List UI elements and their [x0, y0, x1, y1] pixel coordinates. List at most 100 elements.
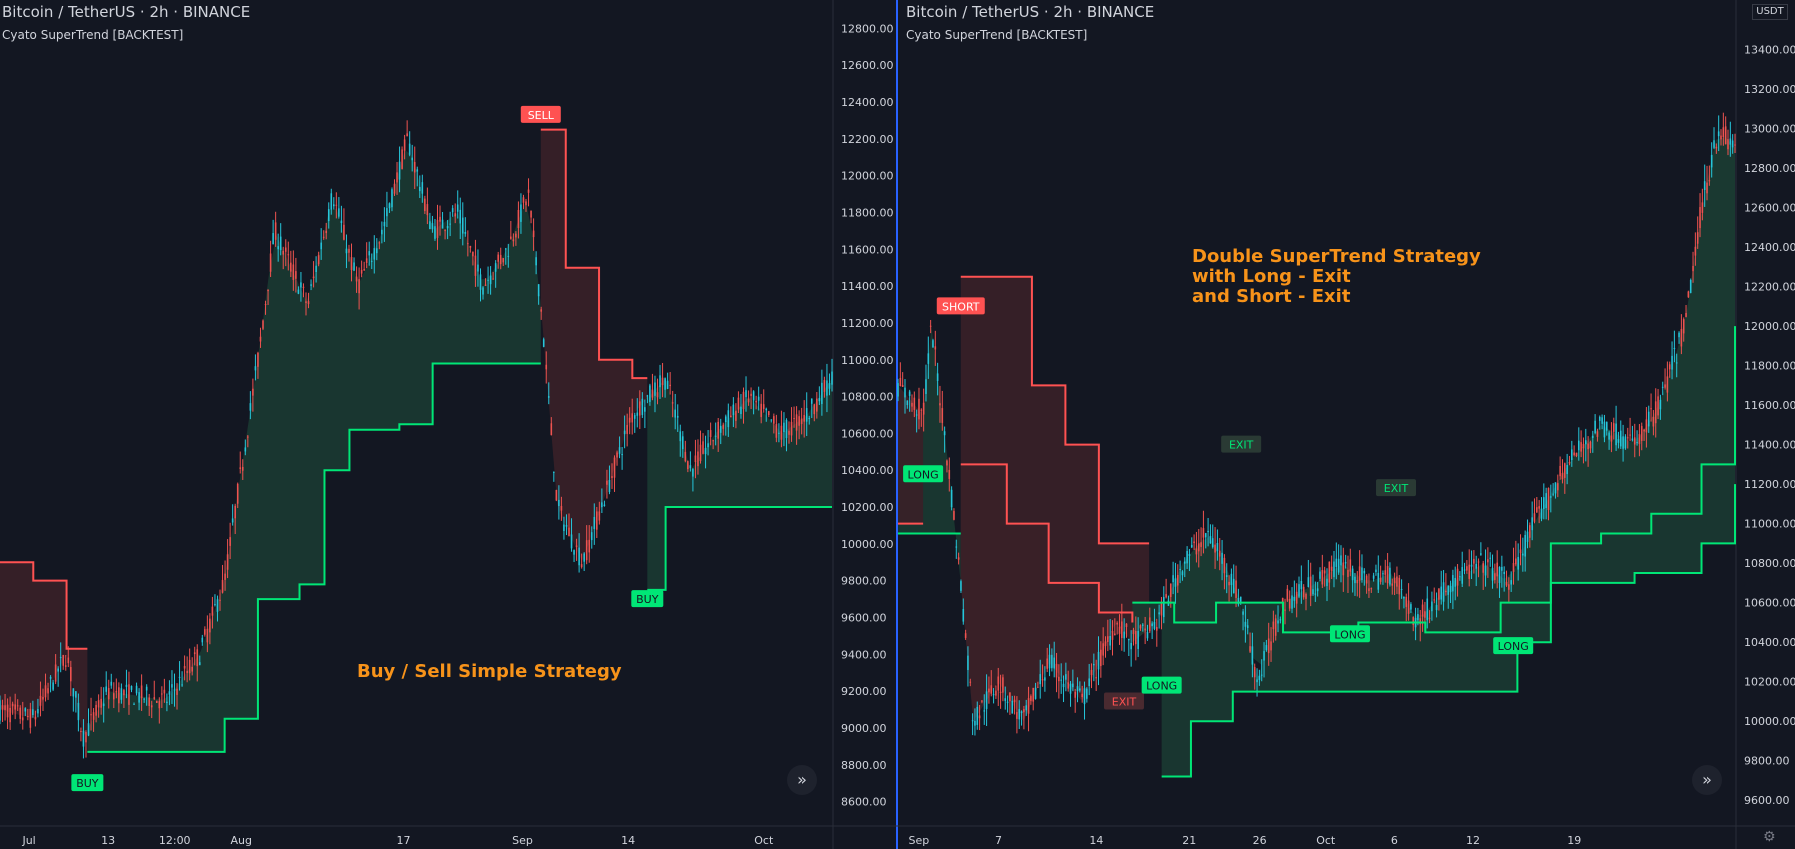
candle-body — [27, 715, 29, 718]
x-tick-label: 19 — [1567, 834, 1581, 847]
candle-body — [333, 204, 335, 207]
candle-body — [1116, 623, 1118, 625]
candle-body — [1559, 465, 1561, 477]
candle-body — [1286, 588, 1289, 601]
candle-body — [434, 226, 436, 239]
candle-body — [714, 435, 717, 437]
y-tick-label: 12800.00 — [1744, 162, 1795, 175]
candle-body — [287, 254, 290, 256]
candle-body — [1517, 556, 1519, 570]
candle-body — [1382, 573, 1384, 575]
candle-body — [515, 233, 517, 238]
candle-body — [908, 391, 911, 396]
candle-body — [517, 209, 520, 229]
candle-body — [345, 248, 348, 254]
y-tick-label: 11600.00 — [841, 243, 894, 256]
candle-body — [939, 403, 941, 406]
panel-divider — [896, 0, 898, 849]
scroll-to-realtime-button-right[interactable]: » — [1692, 765, 1722, 795]
candle-body — [1552, 493, 1554, 495]
candle-body — [153, 697, 156, 699]
candle-body — [120, 688, 123, 700]
candle-body — [730, 415, 732, 418]
signal-sell-badge — [520, 105, 561, 123]
candle-body — [1512, 563, 1515, 572]
candle-body — [1006, 701, 1009, 703]
candle-body — [87, 723, 90, 736]
candle-body — [474, 255, 477, 276]
candle-body — [85, 732, 87, 743]
candle-body — [1316, 588, 1319, 592]
candle-body — [1666, 376, 1669, 393]
candle-body — [244, 447, 247, 452]
candle-body — [1097, 651, 1100, 670]
candle-body — [1361, 567, 1363, 580]
candle-body — [1508, 584, 1510, 590]
candle-body — [565, 524, 568, 527]
candle-body — [1487, 559, 1489, 563]
candle-body — [1543, 497, 1545, 510]
x-tick-label: 26 — [1253, 834, 1267, 847]
right-indicator-label: Cyato SuperTrend [BACKTEST] — [906, 28, 1088, 42]
candle-body — [327, 209, 330, 222]
candle-body — [532, 230, 535, 238]
candle-body — [656, 392, 659, 398]
candle-body — [1445, 590, 1447, 593]
scroll-to-realtime-button-left[interactable]: » — [787, 765, 817, 795]
candle-body — [487, 279, 489, 281]
y-tick-label: 12400.00 — [1744, 241, 1795, 254]
candle-body — [378, 242, 381, 244]
candle-body — [1242, 611, 1244, 615]
candle-body — [687, 461, 689, 470]
candle-body — [163, 689, 166, 694]
candle-body — [962, 609, 965, 622]
y-tick-label: 10800.00 — [841, 391, 894, 404]
candle-body — [997, 676, 1000, 691]
candle-body — [1664, 384, 1666, 388]
candle-body — [778, 432, 780, 434]
candle-body — [1067, 682, 1069, 689]
candle-body — [679, 431, 682, 442]
candle-body — [1172, 575, 1174, 583]
candle-body — [1239, 596, 1242, 602]
candle-body — [1389, 567, 1391, 585]
candle-body — [130, 686, 133, 690]
signal-long-label: LONG — [908, 468, 939, 481]
candle-body — [1102, 643, 1104, 656]
candle-body — [408, 143, 411, 155]
signal-long-badge — [903, 465, 944, 483]
candle-body — [482, 287, 484, 295]
candle-body — [927, 353, 930, 364]
candle-body — [1731, 140, 1734, 148]
candle-body — [42, 696, 44, 700]
candle-body — [1037, 686, 1039, 688]
candle-body — [249, 403, 252, 411]
candle-body — [941, 408, 944, 423]
candle-body — [805, 408, 808, 422]
candle-body — [1041, 679, 1044, 681]
candle-body — [1342, 562, 1345, 576]
candle-body — [646, 395, 649, 397]
candle-body — [1624, 436, 1627, 449]
currency-badge[interactable]: USDT — [1752, 4, 1788, 20]
candle-body — [929, 325, 932, 327]
candle-body — [1256, 679, 1258, 683]
candle-body — [1265, 645, 1268, 651]
candle-body — [1246, 625, 1249, 628]
candle-body — [1692, 265, 1694, 272]
candle-body — [489, 275, 492, 285]
candle-body — [1, 705, 4, 710]
candle-body — [1598, 416, 1601, 421]
candle-body — [1107, 636, 1109, 642]
x-tick-label: Sep — [512, 834, 533, 847]
settings-gear-icon[interactable]: ⚙ — [1763, 829, 1776, 845]
candle-body — [580, 564, 583, 568]
candle-body — [707, 443, 709, 448]
candle-body — [915, 414, 918, 416]
candle-body — [1498, 566, 1501, 583]
candle-body — [651, 389, 654, 398]
candle-body — [1055, 663, 1058, 678]
candle-body — [1349, 559, 1352, 572]
candle-body — [1419, 618, 1422, 625]
candle-body — [1715, 146, 1718, 149]
